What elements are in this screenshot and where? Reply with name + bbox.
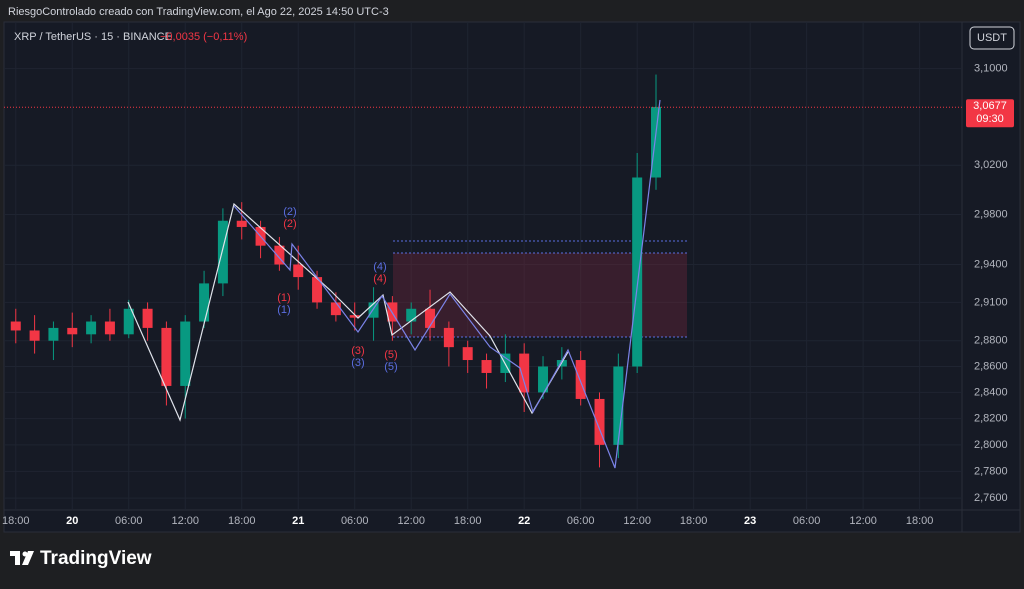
candle-body: [632, 177, 643, 367]
currency[interactable]: USDT: [977, 32, 1007, 44]
x-tick-label: 23: [744, 515, 756, 527]
currency-button[interactable]: [969, 26, 1015, 50]
x-tick-label: 12:00: [623, 515, 651, 527]
x-tick-label: 18:00: [680, 515, 708, 527]
x-tick-label: 12:00: [849, 515, 877, 527]
candle-body: [29, 330, 40, 341]
wave-label: (1): [277, 304, 290, 316]
y-tick-label: 2,9100: [974, 296, 1008, 308]
candle-body: [462, 347, 473, 361]
candle-body: [349, 315, 360, 318]
price-tag: [966, 99, 1014, 128]
x-tick-label: 18:00: [228, 515, 256, 527]
y-tick-label: 2,8600: [974, 360, 1008, 372]
y-tick-label: 2,7800: [974, 465, 1008, 477]
candle-body: [10, 321, 21, 331]
logo-icon: [10, 551, 34, 565]
candle-body: [538, 366, 549, 393]
y-tick-label: 2,8200: [974, 412, 1008, 424]
candle-body: [236, 220, 247, 227]
y-tick-label: 2,7600: [974, 492, 1008, 504]
logo-icon: [22, 551, 28, 557]
brand: TradingView: [40, 548, 152, 569]
y-tick-label: 2,9400: [974, 258, 1008, 270]
attribution: RiesgoControlado creado con TradingView.…: [8, 6, 389, 18]
x-tick-label: 21: [292, 515, 304, 527]
price-change: −0,0035 (−0,11%): [160, 31, 247, 43]
candle-body: [104, 321, 115, 335]
y-tick-label: 2,9800: [974, 208, 1008, 220]
candle-body: [406, 308, 417, 322]
x-tick-label: 12:00: [397, 515, 425, 527]
x-tick-label: 18:00: [454, 515, 482, 527]
candle-body: [519, 353, 530, 393]
countdown: 09:30: [976, 113, 1004, 125]
wave-label: (4): [373, 261, 386, 273]
wave-label: (5): [384, 361, 397, 373]
candle-body: [312, 277, 323, 303]
candle-body: [67, 327, 78, 335]
candles: [10, 74, 662, 468]
x-tick-label: 18:00: [2, 515, 30, 527]
candle-body: [651, 106, 662, 178]
candle-body: [199, 283, 210, 322]
candle-body: [293, 264, 304, 278]
x-tick-label: 06:00: [341, 515, 369, 527]
candle-body: [368, 302, 379, 318]
wave-label: (2): [283, 218, 296, 230]
wave-label: (3): [351, 357, 364, 369]
candle-body: [613, 366, 624, 445]
grid: 2,7600 2,7800 2,8000 2,8200 2,8400 2,8600 2,88…: [2, 22, 1020, 532]
y-tick-label: 3,1000: [974, 62, 1008, 74]
x-tick-label: 12:00: [171, 515, 199, 527]
candle-body: [161, 327, 172, 386]
x-tick-label: 06:00: [793, 515, 821, 527]
y-tick-label: 2,8800: [974, 335, 1008, 347]
candle-body: [443, 327, 454, 348]
wave-label: (1): [277, 292, 290, 304]
wave-label: (2): [283, 206, 296, 218]
wave-line: [127, 202, 569, 422]
x-tick-label: 22: [518, 515, 530, 527]
logo: [10, 551, 34, 565]
wave-line: [233, 99, 661, 469]
candle-body: [481, 360, 492, 373]
candle-body: [180, 321, 191, 386]
candle-body: [575, 360, 586, 399]
y-tick-label: 2,8400: [974, 386, 1008, 398]
candle-body: [123, 308, 134, 335]
candle-body: [425, 308, 436, 328]
x-tick-label: 18:00: [906, 515, 934, 527]
x-tick-label: 06:00: [567, 515, 595, 527]
candle-body: [594, 398, 605, 445]
wave-label: (5): [384, 349, 397, 361]
x-tick-label: 20: [66, 515, 78, 527]
candle-body: [86, 321, 97, 335]
y-tick-label: 3,0200: [974, 159, 1008, 171]
candle-body: [217, 220, 228, 284]
wave-label: (4): [373, 273, 386, 285]
candle-body: [142, 308, 153, 328]
price-tag-label: 3,0677: [973, 100, 1007, 112]
x-tick-label: 06:00: [115, 515, 143, 527]
symbol-title: XRP / TetherUS · 15 · BINANCE: [14, 31, 172, 43]
wave-label: (3): [351, 345, 364, 357]
candle-body: [48, 327, 59, 341]
candle-body: [330, 302, 341, 316]
candle-body: [274, 245, 285, 265]
y-tick-label: 2,8000: [974, 439, 1008, 451]
zone: [393, 253, 687, 337]
